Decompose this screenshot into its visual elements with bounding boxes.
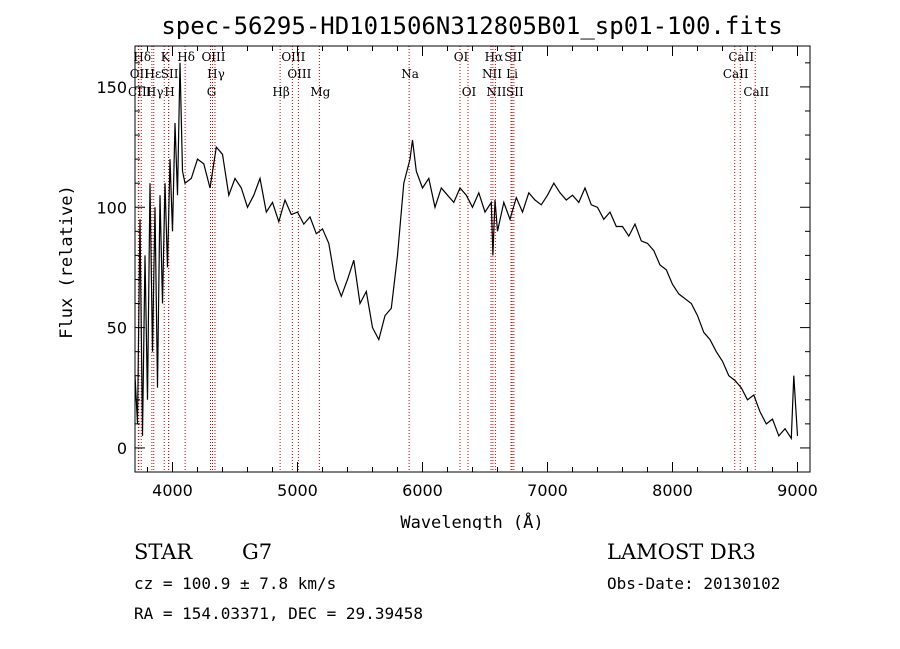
line-label-15: Mg [310, 85, 330, 99]
object-class-label: STAR [134, 540, 193, 564]
line-label-20: NII [482, 67, 502, 81]
line-label-12: Hβ [272, 85, 289, 99]
line-label-10: Hγ [207, 67, 225, 81]
redshift-label: cz = 100.9 ± 7.8 km/s [134, 574, 337, 593]
line-label-0: Hδ [133, 50, 151, 64]
line-label-9: OIII [201, 50, 225, 64]
line-label-8: Hδ [177, 50, 195, 64]
y-tick-label-100: 100 [96, 198, 127, 217]
x-tick-label-8000: 8000 [652, 481, 693, 500]
spectrum-line [134, 62, 799, 441]
y-tick-label-0: 0 [117, 439, 127, 458]
line-label-5: K [161, 50, 171, 64]
survey-label: LAMOST DR3 [607, 540, 756, 564]
y-tick-label-150: 150 [96, 78, 127, 97]
x-tick-label-4000: 4000 [152, 481, 193, 500]
coords-label: RA = 154.03371, DEC = 29.39458 [134, 604, 423, 623]
line-label-18: OI [462, 85, 477, 99]
chart-title: spec-56295-HD101506N312805B01_sp01-100.f… [161, 12, 782, 40]
subclass-label: G7 [242, 540, 273, 564]
line-label-26: CaII [723, 67, 749, 81]
line-label-17: OI [454, 50, 469, 64]
line-label-23: Li [506, 67, 518, 81]
line-label-4: Hγ [146, 85, 164, 99]
line-label-6: SII [161, 67, 179, 81]
line-label-21: NII [486, 85, 506, 99]
line-label-24: SII [506, 85, 524, 99]
spectrum-chart: spec-56295-HD101506N312805B01_sp01-100.f… [57, 12, 818, 530]
line-label-2: CIII [128, 85, 152, 99]
line-label-3: Hε [145, 67, 162, 81]
obs-date-label: Obs-Date: 20130102 [607, 574, 781, 593]
y-axis-label: Flux (relative) [57, 185, 77, 339]
line-label-22: SII [504, 50, 522, 64]
line-label-14: OIII [287, 67, 311, 81]
line-label-19: Hα [485, 50, 504, 64]
x-tick-label-9000: 9000 [777, 481, 818, 500]
line-label-13: OIII [281, 50, 305, 64]
x-tick-label-7000: 7000 [527, 481, 568, 500]
plot-frame [134, 45, 811, 473]
line-label-7: H [164, 85, 174, 99]
x-tick-label-5000: 5000 [277, 481, 318, 500]
line-label-25: CaII [728, 50, 754, 64]
line-label-11: G [207, 85, 217, 99]
x-tick-label-6000: 6000 [402, 481, 443, 500]
line-label-27: CaII [743, 85, 769, 99]
y-tick-label-50: 50 [107, 319, 127, 338]
x-axis-label: Wavelength (Å) [400, 511, 543, 530]
line-label-16: Na [401, 67, 419, 81]
